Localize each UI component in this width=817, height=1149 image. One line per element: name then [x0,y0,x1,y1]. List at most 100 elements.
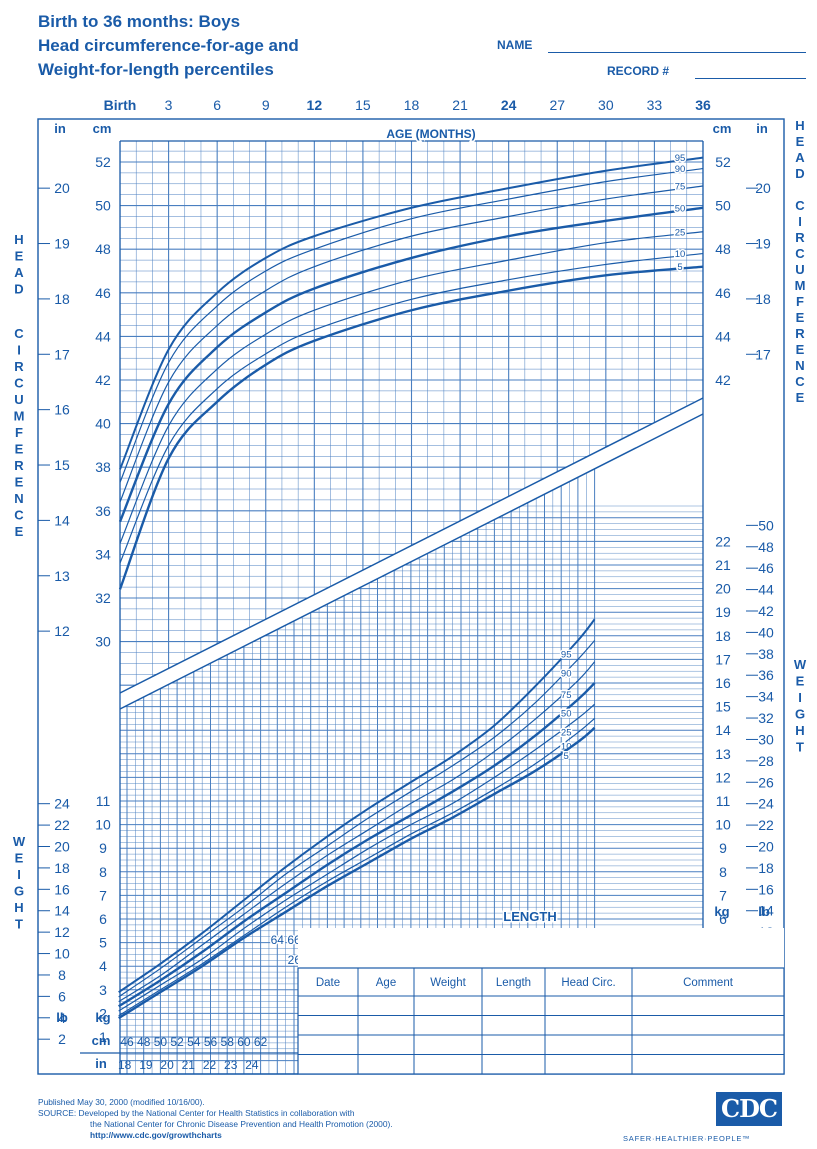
age-tick-label: 27 [549,97,565,113]
wl-kg-tick-right: 6 [719,911,727,927]
hc-cm-tick: 52 [95,154,111,170]
wl-kg-tick-right: 8 [719,864,727,880]
wl-len-in-unit: in [95,1056,107,1071]
wl-len-cm-tick: 50 [154,1035,168,1049]
hc-vertical-label-left: D [14,282,23,297]
wl-kg-tick-right: 15 [715,699,731,715]
record-table-bg [298,928,784,1074]
age-tick-label: 12 [307,97,323,113]
wl-kg-tick: 6 [99,911,107,927]
wl-lb-tick: 6 [58,988,66,1004]
hc-vertical-label-right: C [795,374,805,389]
hc-vertical-label-left: U [14,392,23,407]
hc-cm-tick-right: 42 [715,372,731,388]
hc-vertical-label-left: C [14,508,24,523]
wl-vertical-label-right: I [798,690,802,705]
hc-cm-tick: 50 [95,198,111,214]
wl-lb-tick: 4 [58,1010,66,1026]
hc-in-tick: 12 [54,623,70,639]
wl-kg-tick-right: 21 [715,557,731,573]
wl-lb-tick-right: 34 [758,689,774,705]
wl-len-cm-tick-upper: 64 [271,933,285,947]
record-header: Weight [430,977,466,989]
hc-cm-tick: 30 [95,634,111,650]
hc-percentile-label: 95 [675,153,686,164]
hc-vertical-label-right: F [796,294,804,309]
record-header: Comment [683,977,734,989]
footer: Published May 30, 2000 (modified 10/16/0… [38,1097,393,1141]
wl-lb-tick: 14 [54,903,70,919]
record-field[interactable]: RECORD # [607,64,806,79]
wl-len-in-tick: 21 [182,1058,196,1072]
age-tick-label: 33 [647,97,663,113]
record-header: Date [316,977,340,989]
wl-kg-tick: 10 [95,817,111,833]
wl-len-in-tick: 18 [118,1058,132,1072]
record-label: RECORD # [607,64,670,78]
hc-vertical-label-right: E [796,342,805,357]
hc-cm-tick-right: 48 [715,241,731,257]
hc-in-tick: 15 [54,457,70,473]
wl-vertical-label-left: I [17,867,21,882]
wl-lb-unit-right: lb [758,904,770,919]
hc-percentile-90 [119,167,704,483]
wl-lb-tick-right: 42 [758,603,774,619]
hc-percentile-label: 25 [675,227,686,238]
hc-vertical-label-left: C [14,326,24,341]
wl-lb-tick-right: 20 [758,839,774,855]
name-field[interactable]: NAME [497,38,806,53]
wl-kg-tick: 1 [99,1029,107,1045]
hc-in-tick-right: 20 [755,180,771,196]
wl-len-cm-tick: 58 [221,1035,235,1049]
hc-vertical-label-left: E [15,475,24,490]
wl-percentile-5 [118,726,596,1020]
wl-kg-tick-right: 17 [715,651,731,667]
wl-kg-tick: 9 [99,840,107,856]
hc-cm-tick: 40 [95,416,111,432]
hc-cm-tick: 44 [95,328,111,344]
age-tick-label: 15 [355,97,371,113]
wl-len-in-tick: 19 [139,1058,153,1072]
hc-percentile-label: 50 [675,203,686,214]
hc-vertical-label-left: N [14,491,23,506]
record-line [695,78,806,79]
wl-lb-tick-right: 24 [758,796,774,812]
wl-kg-tick: 11 [96,793,111,809]
hc-vertical-label-right: R [795,326,805,341]
wl-lb-tick-right: 28 [758,753,774,769]
wl-vertical-label-left: W [13,834,26,849]
hc-in-tick-right: 19 [755,236,771,252]
hc-vertical-label-right: E [796,310,805,325]
wl-lb-tick-right: 40 [758,624,774,640]
hc-cm-tick-right: 50 [715,198,731,214]
hc-vertical-label-right: R [795,230,805,245]
wl-lb-tick: 16 [54,881,70,897]
hc-in-tick: 17 [54,346,70,362]
wl-len-cm-tick: 56 [204,1035,218,1049]
source-url[interactable]: http://www.cdc.gov/growthcharts [90,1130,222,1140]
hc-percentile-label: 90 [675,164,686,175]
title-line-2: Head circumference-for-age and [38,36,299,55]
age-tick-label: 24 [501,97,517,113]
age-tick-label: 3 [165,97,173,113]
wl-lb-tick-right: 18 [758,860,774,876]
hc-vertical-label-left: E [15,524,24,539]
wl-len-in-tick: 22 [203,1058,217,1072]
wl-lb-tick-right: 48 [758,539,774,555]
wl-lb-tick: 12 [54,924,70,940]
wl-len-cm-tick: 46 [120,1035,134,1049]
name-line [548,52,806,53]
wl-lb-unit: lb [56,1010,68,1025]
hc-vertical-label-right: I [798,214,802,229]
wl-kg-tick: 2 [99,1005,107,1021]
band-edge-bottom [119,413,704,710]
band-edge-top [119,397,704,694]
wl-lb-tick-right: 30 [758,731,774,747]
hc-percentile-50 [118,206,704,523]
hc-percentile-75 [119,185,704,503]
wl-kg-tick-right: 16 [715,675,731,691]
length-axis-label: LENGTH [503,909,556,924]
wl-lb-tick: 10 [54,946,70,962]
